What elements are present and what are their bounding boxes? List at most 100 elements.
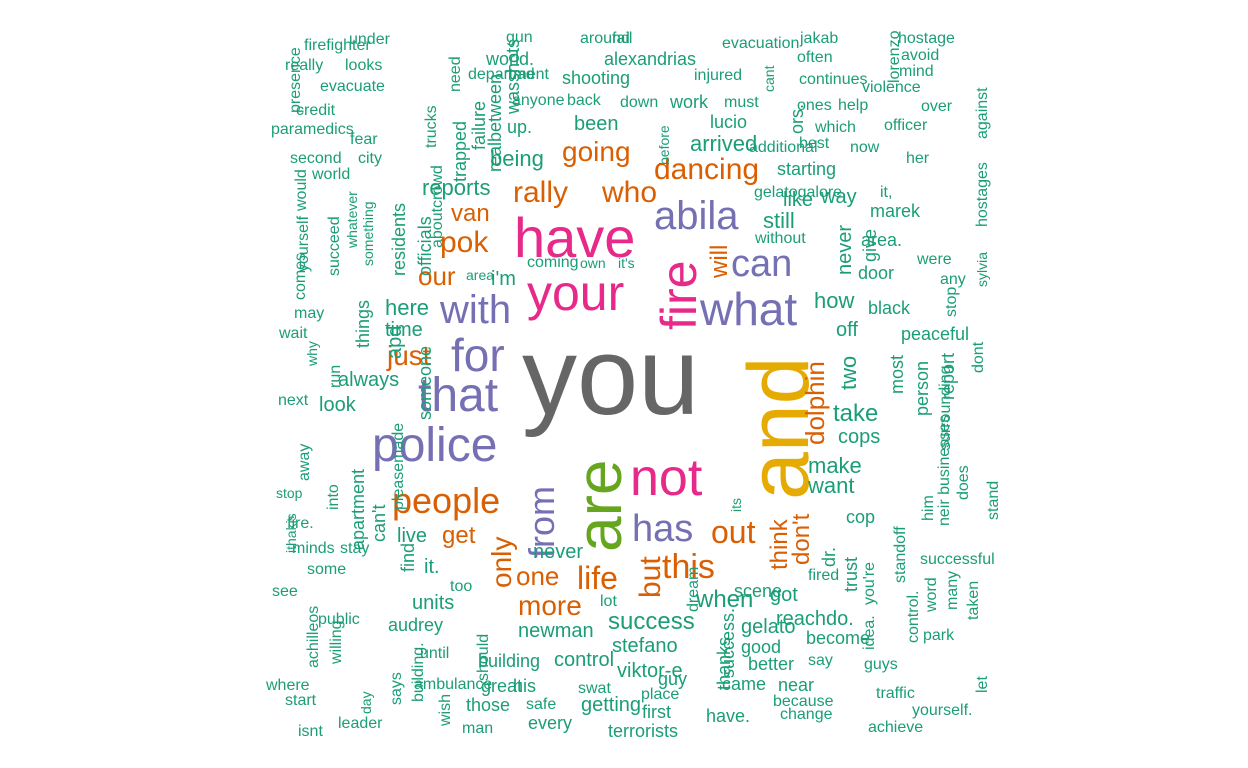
cloud-word: up. bbox=[507, 117, 533, 137]
cloud-word: life bbox=[577, 560, 618, 596]
cloud-word: trucks bbox=[423, 105, 440, 148]
cloud-word: area bbox=[466, 267, 495, 283]
cloud-word: guys bbox=[864, 656, 898, 673]
cloud-word: units bbox=[412, 592, 455, 614]
cloud-word: word bbox=[923, 577, 940, 612]
cloud-word: apd bbox=[384, 325, 406, 359]
cloud-word: reachdo. bbox=[776, 608, 854, 630]
cloud-word: gelatogalore bbox=[754, 184, 843, 201]
cloud-word: only bbox=[486, 536, 517, 588]
cloud-word: cop bbox=[846, 507, 876, 527]
cloud-word: stand bbox=[985, 480, 1002, 520]
cloud-word: good bbox=[741, 637, 782, 657]
cloud-word: see bbox=[272, 583, 298, 600]
cloud-word: start bbox=[285, 692, 317, 709]
cloud-word: violence bbox=[862, 79, 921, 96]
cloud-word: area. bbox=[861, 230, 903, 250]
cloud-word: viktor-e bbox=[617, 660, 683, 682]
cloud-word: make bbox=[808, 453, 862, 478]
cloud-word: day bbox=[358, 691, 374, 714]
cloud-word: but bbox=[634, 556, 667, 598]
cloud-word: yourself. bbox=[912, 702, 973, 719]
cloud-word: fear bbox=[350, 131, 378, 148]
cloud-word: fire. bbox=[287, 515, 314, 532]
cloud-word: dream bbox=[685, 566, 702, 612]
cloud-word: safe bbox=[526, 696, 557, 713]
cloud-word: for bbox=[451, 329, 505, 381]
cloud-word: traffic bbox=[876, 685, 915, 702]
cloud-word: mind bbox=[899, 63, 934, 80]
cloud-word: help bbox=[838, 97, 869, 114]
cloud-word: additional bbox=[749, 139, 818, 156]
cloud-word: any bbox=[940, 271, 966, 288]
cloud-word: still bbox=[763, 208, 795, 233]
cloud-word: stop bbox=[943, 286, 960, 317]
cloud-word: off bbox=[836, 319, 858, 341]
cloud-word: idea. bbox=[861, 615, 878, 650]
cloud-word: peaceful bbox=[901, 324, 970, 344]
cloud-word: way bbox=[821, 186, 857, 208]
cloud-word: under bbox=[349, 31, 390, 48]
cloud-word: something bbox=[360, 201, 376, 266]
cloud-word: continues bbox=[799, 71, 868, 88]
cloud-word: are bbox=[563, 459, 635, 553]
cloud-word: have. bbox=[706, 706, 751, 726]
cloud-word: starting bbox=[777, 159, 837, 179]
cloud-word: people bbox=[392, 480, 501, 521]
cloud-word: audrey bbox=[388, 615, 444, 635]
cloud-word: will bbox=[706, 244, 733, 278]
cloud-word: you're bbox=[861, 561, 878, 605]
cloud-word: does bbox=[955, 465, 972, 500]
cloud-word: got bbox=[770, 584, 798, 606]
cloud-word: better bbox=[748, 654, 795, 674]
cloud-word: become bbox=[806, 628, 871, 648]
cloud-word: away bbox=[296, 443, 313, 481]
cloud-word: fired bbox=[808, 567, 840, 584]
cloud-word: where bbox=[266, 677, 310, 694]
cloud-word: really bbox=[285, 57, 324, 74]
cloud-word: out bbox=[711, 514, 756, 550]
cloud-word: who bbox=[602, 176, 658, 209]
cloud-word: more bbox=[518, 590, 582, 621]
cloud-word: must bbox=[724, 94, 759, 111]
cloud-word: your bbox=[527, 265, 625, 321]
cloud-word: him bbox=[920, 495, 937, 521]
cloud-word: someone bbox=[415, 345, 435, 420]
cloud-word: getting bbox=[581, 694, 642, 716]
cloud-word: black bbox=[868, 298, 911, 318]
cloud-word: most bbox=[887, 354, 907, 394]
cloud-word: fail bbox=[612, 30, 633, 47]
cloud-word: without bbox=[755, 230, 806, 247]
cloud-word: succeed bbox=[326, 216, 343, 276]
cloud-word: it's bbox=[618, 255, 635, 271]
cloud-word: public bbox=[318, 611, 360, 628]
cloud-word: world. bbox=[486, 49, 535, 69]
cloud-word: until bbox=[420, 645, 450, 662]
cloud-word: great bbox=[481, 676, 523, 696]
cloud-word: shooting bbox=[562, 68, 631, 88]
cloud-word: department bbox=[468, 66, 549, 83]
cloud-word: isnt bbox=[298, 723, 323, 740]
cloud-word: wait bbox=[279, 325, 308, 342]
cloud-word: has bbox=[632, 508, 694, 550]
cloud-word: cant bbox=[761, 65, 777, 92]
cloud-word: can't bbox=[369, 504, 389, 542]
cloud-word: taken bbox=[965, 580, 982, 620]
cloud-word: success bbox=[608, 608, 695, 635]
cloud-word: scene bbox=[734, 581, 783, 601]
cloud-word: which bbox=[815, 119, 856, 136]
cloud-word: looks bbox=[345, 57, 383, 74]
cloud-word: evacuation bbox=[722, 35, 800, 52]
cloud-word: can bbox=[731, 243, 793, 285]
cloud-word: his bbox=[513, 676, 537, 696]
cloud-word: whatever bbox=[344, 191, 360, 248]
cloud-word: this bbox=[662, 548, 715, 586]
cloud-word: world bbox=[312, 166, 351, 183]
cloud-word: ambulance bbox=[414, 676, 493, 693]
cloud-word: control bbox=[554, 649, 615, 671]
cloud-word: fire bbox=[651, 260, 707, 330]
cloud-word: too bbox=[450, 578, 473, 595]
cloud-word: place bbox=[641, 686, 680, 703]
cloud-word: minds bbox=[292, 540, 335, 557]
cloud-word: have bbox=[514, 206, 636, 269]
